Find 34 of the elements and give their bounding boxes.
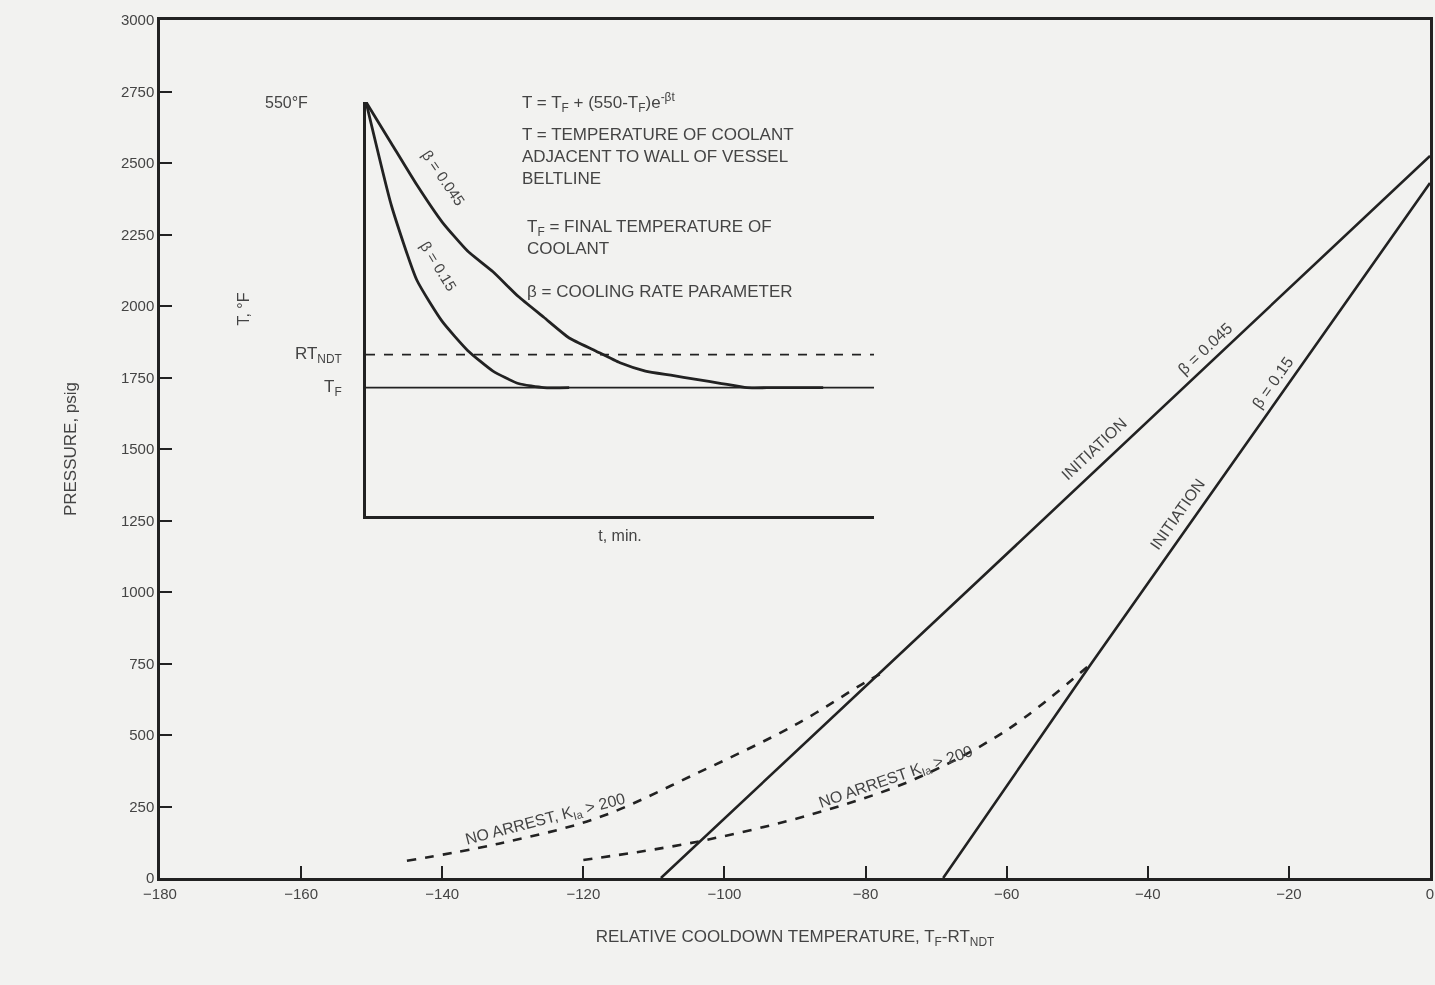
x-tick-label: −160 [284, 884, 319, 902]
y-axis-title: PRESSURE, psig [61, 381, 81, 517]
x-tick-label: −120 [566, 884, 601, 902]
x-tick-label: −180 [143, 884, 177, 902]
y-tick-label: 2750 [120, 82, 155, 100]
annotation: T = T$_{F}$ + (550-T$_{F}$)e$^{-βt}$ [522, 90, 676, 115]
annotation: 550°F [265, 94, 309, 111]
y-tick-label: 750 [129, 654, 155, 672]
x-tick-label: −60 [993, 884, 1020, 902]
y-tick-label: 2250 [120, 225, 155, 243]
y-tick-label: 0 [145, 869, 155, 887]
y-axis-title: T, °F [235, 292, 252, 326]
x-tick-label: −100 [707, 884, 742, 902]
y-tick-label: 1750 [120, 368, 155, 386]
y-tick-label: 1250 [120, 511, 155, 529]
x-tick-label: −20 [1276, 884, 1302, 902]
annotation: β = COOLING RATE PARAMETER [527, 282, 793, 301]
ref-line-label: RT$_{NDT}$ [295, 344, 342, 366]
x-axis-title: t, min. [598, 526, 642, 544]
x-tick-label: −80 [852, 884, 879, 902]
y-tick-label: 500 [129, 726, 155, 744]
x-tick-label: −140 [425, 884, 460, 902]
ref-line-label: T$_{F}$ [324, 377, 342, 399]
y-tick-label: 3000 [120, 11, 155, 29]
x-tick-label: 0 [1425, 884, 1435, 902]
y-tick-label: 2500 [120, 154, 155, 172]
x-tick-label: −40 [1135, 884, 1161, 902]
y-tick-label: 250 [129, 797, 155, 815]
y-tick-label: 1500 [120, 440, 155, 458]
y-tick-label: 2000 [120, 297, 155, 315]
annotation: T = TEMPERATURE OF COOLANT ADJACENT TO WALL OF VESSEL BELTLINE [522, 125, 794, 189]
x-axis-title: RELATIVE COOLDOWN TEMPERATURE, T$_{F}$-RT$_{NDT}$ [595, 927, 995, 949]
annotation: T$_{F}$ = FINAL TEMPERATURE OF COOLANT [527, 217, 772, 259]
y-tick-label: 1000 [120, 583, 155, 601]
